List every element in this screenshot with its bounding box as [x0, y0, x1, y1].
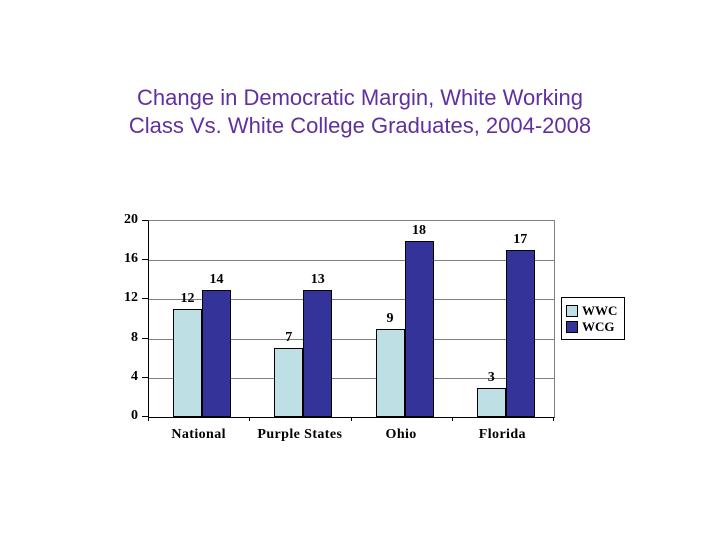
bar-wwc-ohio — [375, 328, 405, 417]
legend-swatch-wwc — [566, 304, 578, 317]
category-label-purple-states: Purple States — [257, 427, 343, 442]
bar-wwc-national — [173, 309, 202, 417]
legend: WWC WCG — [561, 297, 625, 340]
bar-wcg-national — [202, 289, 231, 417]
y-tick-label-0: 0 — [131, 408, 138, 423]
y-tick-label-4: 4 — [131, 368, 138, 384]
legend-swatch-wcg — [566, 320, 578, 333]
bar-wwc-florida — [476, 387, 506, 417]
category-label-national: National — [171, 427, 226, 442]
legend-item-wwc: WWC — [566, 303, 622, 318]
bar-label-wcg-national: 14 — [209, 271, 224, 287]
bar-label-wcg-purple-states: 13 — [310, 271, 325, 287]
category-label-florida: Florida — [478, 427, 526, 442]
y-tick-label-12: 12 — [124, 290, 138, 306]
y-tick-label-16: 16 — [124, 251, 138, 267]
bar-label-wcg-florida: 17 — [513, 232, 528, 248]
bar-label-wwc-ohio: 9 — [386, 310, 394, 326]
bar-wcg-ohio — [404, 240, 434, 417]
y-tick-label-8: 8 — [131, 329, 138, 345]
legend-label-wcg: WCG — [582, 319, 615, 334]
gridline-12 — [149, 299, 554, 301]
slide-title: Change in Democratic Margin, White Worki… — [0, 84, 720, 140]
bar-label-wcg-ohio: 18 — [412, 222, 426, 238]
slide-title-line1: Change in Democratic Margin, White Worki… — [137, 85, 583, 110]
category-label-ohio: Ohio — [385, 427, 417, 442]
plot-area: 12 7 9 3 14 13 18 17 — [148, 220, 555, 418]
gridline-16 — [149, 260, 554, 262]
legend-item-wcg: WCG — [566, 319, 622, 334]
legend-label-wwc: WWC — [582, 303, 618, 318]
bar-wcg-purple-states — [303, 289, 333, 417]
slide-title-line2: Class Vs. White College Graduates, 2004-… — [128, 113, 592, 138]
gridline-4 — [149, 377, 554, 379]
y-tick-label-20: 20 — [124, 212, 138, 227]
bar-label-wwc-purple-states: 7 — [285, 330, 293, 346]
gridline-8 — [149, 338, 554, 340]
bar-wwc-purple-states — [274, 348, 304, 417]
bar-wcg-florida — [505, 250, 535, 417]
bar-label-wwc-national: 12 — [180, 291, 195, 307]
bar-label-wwc-florida: 3 — [487, 369, 495, 385]
